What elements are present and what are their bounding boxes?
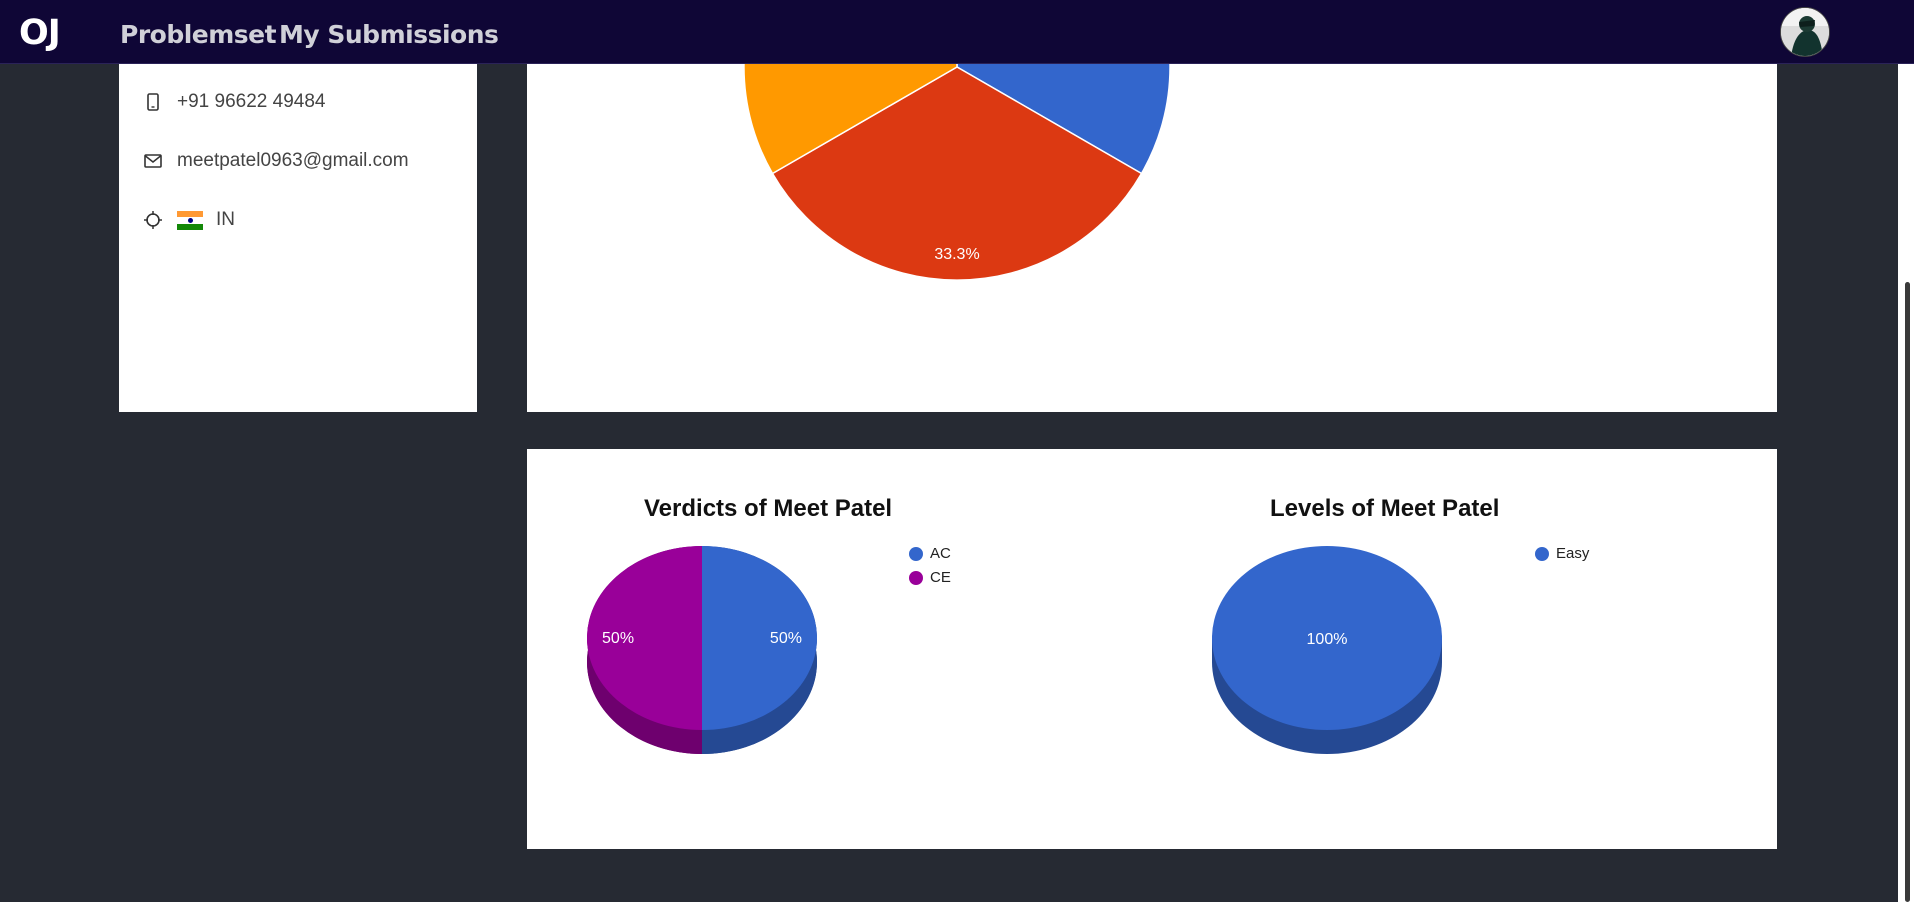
verdicts-pie-label-1: 50%	[602, 630, 634, 647]
verdicts-pie-chart: 50% 50%	[587, 544, 947, 794]
country-code: IN	[216, 209, 235, 231]
email-address: meetpatel0963@gmail.com	[177, 150, 409, 172]
profile-card: +91 96622 49484 meetpatel0963@gmail.com …	[119, 64, 477, 412]
country-row: IN	[144, 209, 235, 231]
phone-row: +91 96622 49484	[144, 91, 325, 113]
phone-icon	[144, 93, 162, 111]
india-flag-icon	[177, 211, 203, 230]
page-scrollbar-thumb[interactable]	[1905, 282, 1910, 902]
top-pie-chart: 33.3%	[527, 64, 1777, 412]
nav-link-my-submissions[interactable]: My Submissions	[279, 20, 498, 49]
top-pie-slice-label: 33.3%	[934, 246, 979, 263]
user-avatar[interactable]	[1780, 7, 1830, 57]
stats-charts-card: Verdicts of Meet Patel AC CE 50% 50% Leve…	[527, 449, 1777, 849]
levels-pie-chart: 100%	[1212, 544, 1572, 794]
email-row: meetpatel0963@gmail.com	[144, 150, 409, 172]
levels-chart-title: Levels of Meet Patel	[1270, 495, 1499, 523]
avatar-image	[1781, 8, 1830, 57]
verdicts-pie-label-0: 50%	[770, 630, 802, 647]
brand-logo[interactable]: OJ	[19, 13, 60, 53]
location-icon	[144, 211, 162, 229]
mail-icon	[144, 152, 162, 170]
phone-number: +91 96622 49484	[177, 91, 325, 113]
nav-link-problemset[interactable]: Problemset	[120, 20, 276, 49]
verdicts-chart-title: Verdicts of Meet Patel	[644, 495, 892, 523]
navbar: OJ Problemset My Submissions	[0, 0, 1914, 64]
levels-pie-label-0: 100%	[1307, 631, 1348, 648]
top-chart-card: 33.3%	[527, 64, 1777, 412]
